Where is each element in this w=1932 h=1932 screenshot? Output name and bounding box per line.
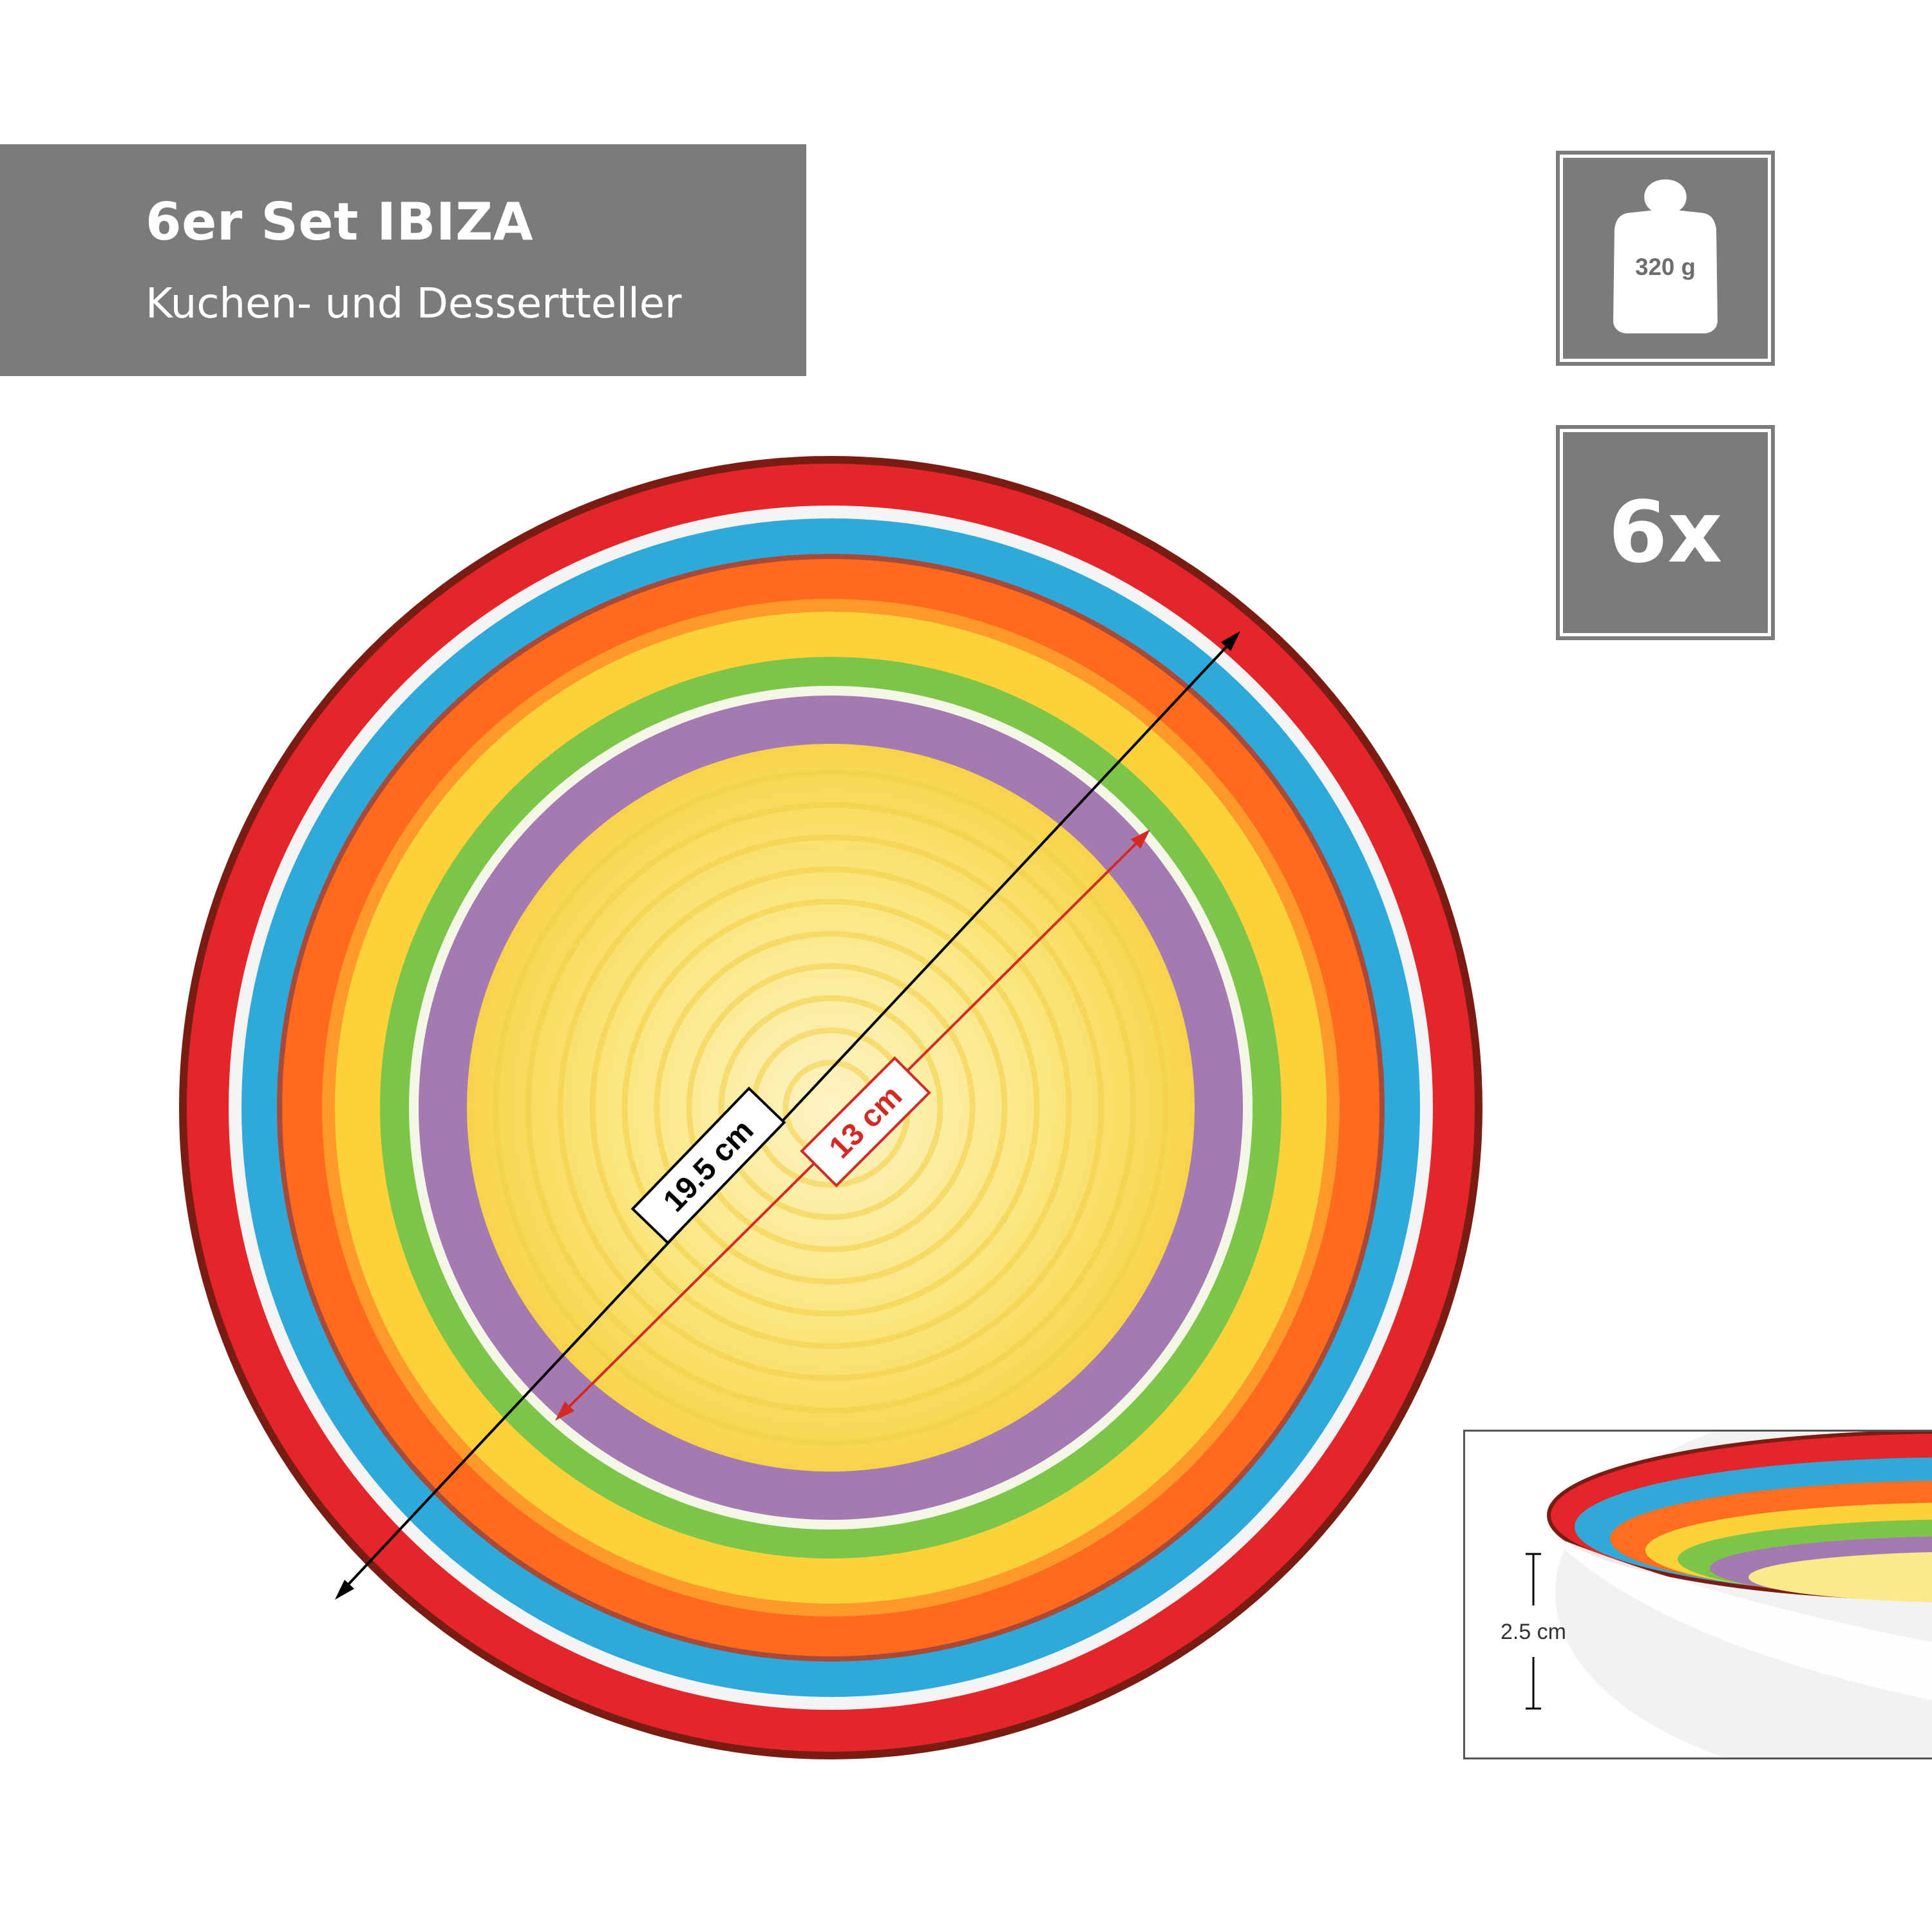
height-label: 2.5 cm xyxy=(1501,1620,1566,1644)
plate-side-view: 2.5 cm xyxy=(1501,1432,1932,1757)
height-marker: 2.5 cm xyxy=(1501,1553,1566,1710)
weight-icon: 320 g xyxy=(1613,179,1718,334)
side-plate xyxy=(1547,1432,1932,1757)
count-label: 6x xyxy=(1608,483,1723,582)
weight-label: 320 g xyxy=(1635,254,1696,280)
product-title: 6er Set IBIZA xyxy=(146,192,534,252)
weight-badge: 320 g xyxy=(1556,151,1775,366)
title-banner: 6er Set IBIZA Kuchen- und Dessertteller xyxy=(0,144,806,376)
side-view-inset: 2.5 cm xyxy=(1463,1430,1932,1759)
plate-rings xyxy=(179,456,1482,1759)
product-subtitle: Kuchen- und Dessertteller xyxy=(146,280,682,328)
count-badge: 6x xyxy=(1556,425,1775,640)
